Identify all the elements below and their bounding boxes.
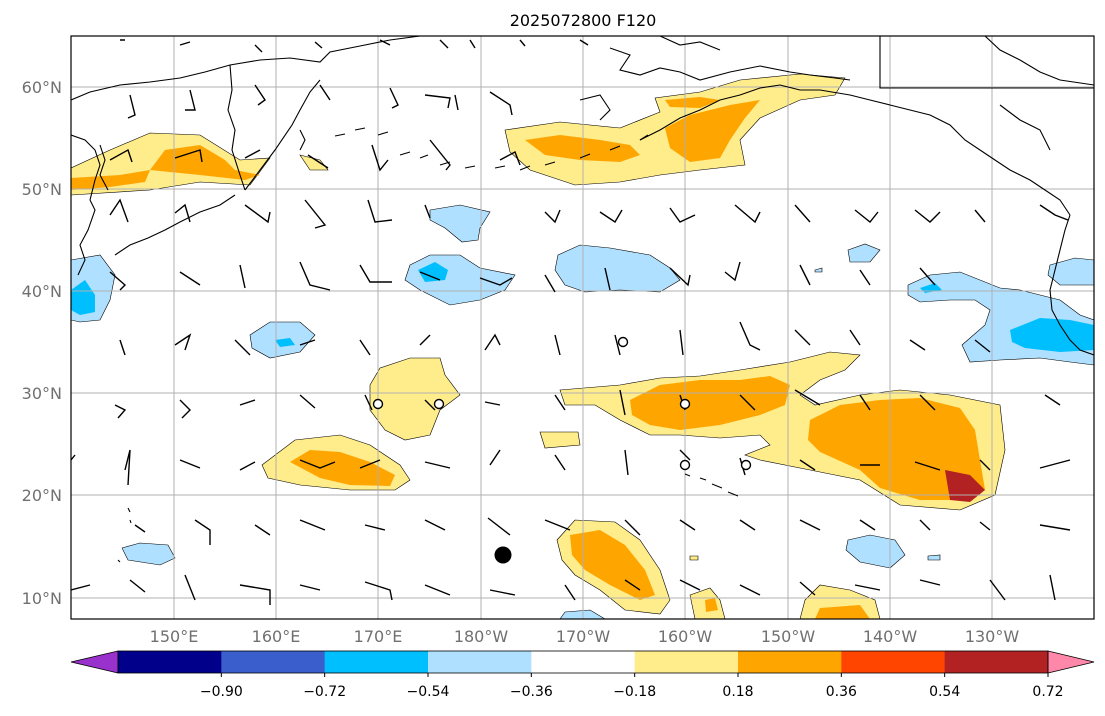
colorbar-tick-label: 0.54 [929,684,960,700]
lat-label: 40°N [22,282,62,301]
calm-wind-circle-icon [617,336,629,348]
coastlines [71,36,1094,563]
lon-label: 130°W [965,627,1020,646]
colorbar-segment [324,651,429,673]
wind-barb-icon [119,321,991,356]
colorbar-tick-label: 0.72 [1032,684,1063,700]
lon-label: 140°W [863,627,918,646]
lat-label: 50°N [22,180,62,199]
colorbar-segment [841,651,946,673]
colorbar-tick-label: −0.54 [407,684,450,700]
wind-barbs [71,39,1071,605]
lat-label: 20°N [22,486,62,505]
calm-wind-circle-icon [372,398,384,410]
colorbar-tick-label: −0.72 [303,684,346,700]
lon-label: 170°E [354,627,403,646]
colorbar-segment [428,651,532,673]
map-border [70,35,1095,620]
colorbar-tick-label: 0.36 [826,684,857,700]
colorbar-segment [944,651,1049,673]
lon-label: 150°W [761,627,816,646]
negative-anomaly-light [71,204,1094,619]
colorbar-segment [118,651,222,673]
colorbar-ticks: −0.90 −0.72 −0.54 −0.36 −0.18 0.18 0.36 0.54 0.7… [200,673,1064,700]
lat-label: 10°N [22,589,62,608]
longitude-labels: 150°E 160°E 170°E 180°W 170°W 160°W 150°… [150,627,1020,646]
colorbar-outline [117,650,1049,674]
wind-barb-icon [127,84,513,119]
lon-label: 170°W [556,627,611,646]
calm-wind-markers [372,336,752,471]
wind-barb-icon [71,574,1056,605]
colorbar [70,650,1095,674]
colorbar-tick-label: −0.90 [200,684,243,700]
colorbar-segment [531,651,636,673]
calm-wind-circle-icon [433,398,445,410]
storm-center-marker-icon [494,546,512,564]
calm-wind-circle-icon [679,459,691,471]
wind-barb-icon [109,198,1069,229]
wind-barb-icon [120,39,589,53]
colorbar-segment [738,651,842,673]
lon-label: 160°W [658,627,713,646]
wind-barb-icon [109,139,521,172]
colorbar-segment [221,651,326,673]
map-layers [71,36,1094,619]
wind-barb-icon [109,261,936,293]
colorbar-segment [634,651,739,673]
positive-anomaly-mid [71,97,985,619]
colorbar-tick-label: −0.18 [613,684,656,700]
colorbar-tick-label: −0.36 [510,684,553,700]
lat-label: 60°N [22,78,62,97]
gridlines [71,36,1094,619]
wind-barb-icon [134,517,1071,545]
calm-wind-circle-icon [740,459,752,471]
wind-barb-icon [114,389,1061,419]
lat-label: 30°N [22,384,62,403]
lon-label: 180°W [454,627,509,646]
lon-label: 150°E [150,627,199,646]
calm-wind-circle-icon [679,398,691,410]
map-title: 2025072800 F120 [510,11,657,30]
colorbar-tick-label: 0.18 [722,684,753,700]
colorbar-extend-min [70,650,119,674]
lon-label: 160°E [252,627,301,646]
colorbar-extend-max [1047,650,1095,674]
positive-anomaly-strong [945,470,985,502]
latitude-labels: 60°N 50°N 40°N 30°N 20°N 10°N [22,78,62,608]
